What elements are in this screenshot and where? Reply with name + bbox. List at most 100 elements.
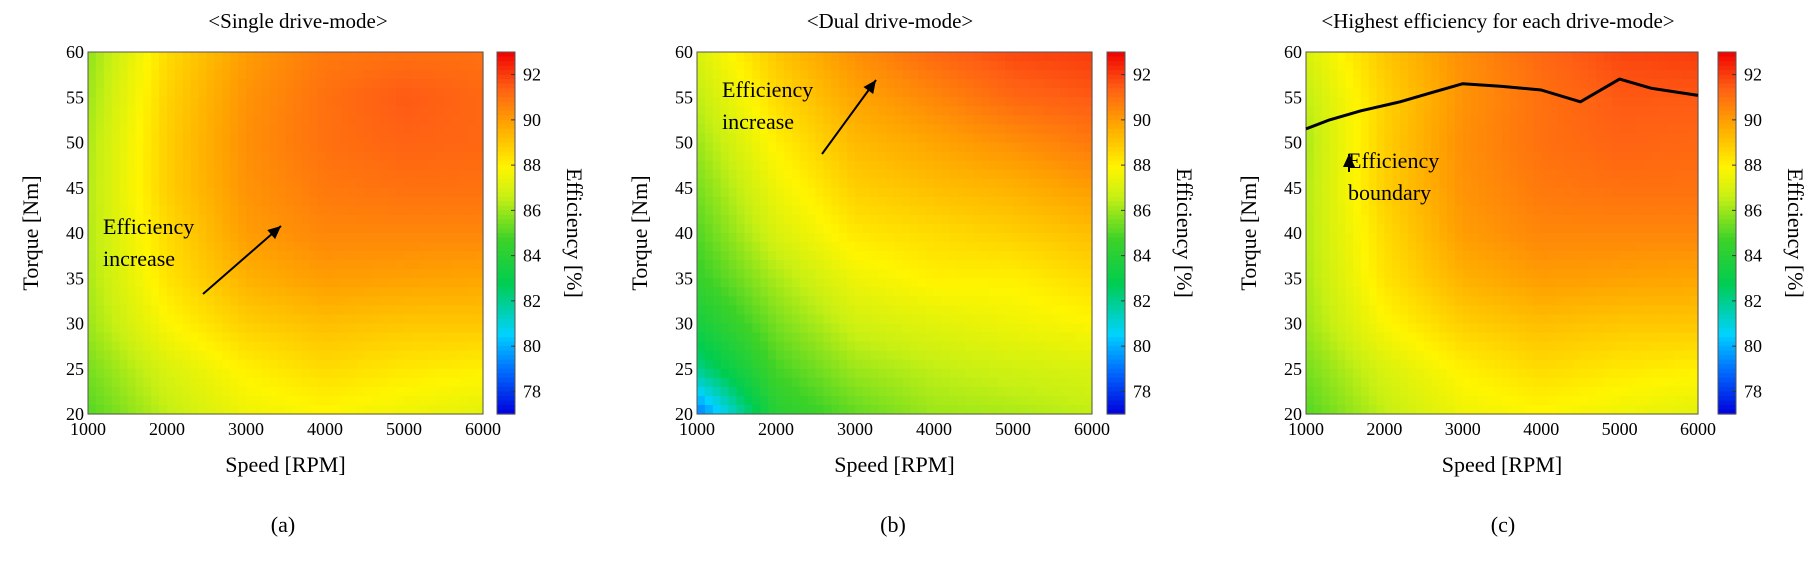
heatmap-cell: [871, 97, 880, 107]
heatmap-cell: [380, 351, 389, 361]
heatmap-cell: [96, 369, 105, 379]
heatmap-cell: [199, 333, 208, 343]
panel-caption: (a): [271, 512, 295, 537]
heatmap-cell: [981, 314, 990, 324]
heatmap-cell: [357, 70, 366, 80]
heatmap-cell: [341, 405, 350, 415]
heatmap-cell: [159, 278, 168, 288]
heatmap-cell: [96, 287, 105, 297]
colorbar-swatch: [497, 382, 515, 387]
heatmap-cell: [981, 206, 990, 216]
heatmap-cell: [887, 387, 896, 397]
heatmap-cell: [128, 305, 137, 315]
heatmap-cell: [737, 342, 746, 352]
heatmap-cell: [120, 79, 129, 89]
heatmap-cell: [444, 251, 453, 261]
heatmap-cell: [444, 342, 453, 352]
heatmap-cell: [997, 70, 1006, 80]
heatmap-cell: [1037, 378, 1046, 388]
heatmap-cell: [1620, 170, 1628, 180]
heatmap-cell: [222, 179, 231, 189]
heatmap-cell: [278, 106, 287, 116]
heatmap-cell: [183, 179, 192, 189]
heatmap-cell: [760, 61, 769, 71]
heatmap-cell: [847, 351, 856, 361]
heatmap-cell: [349, 133, 358, 143]
heatmap-cell: [365, 52, 374, 62]
heatmap-cell: [396, 269, 405, 279]
heatmap-cell: [128, 351, 137, 361]
heatmap-cell: [88, 287, 97, 297]
heatmap-cell: [309, 405, 318, 415]
heatmap-cell: [1549, 70, 1557, 80]
heatmap-cell: [167, 360, 176, 370]
heatmap-cell: [1659, 161, 1667, 171]
heatmap-cell: [800, 61, 809, 71]
heatmap-cell: [697, 296, 706, 306]
heatmap-cell: [278, 333, 287, 343]
heatmap-cell: [1667, 79, 1675, 89]
heatmap-cell: [1643, 152, 1651, 162]
heatmap-cell: [467, 152, 476, 162]
heatmap-cell: [800, 369, 809, 379]
heatmap-cell: [428, 333, 437, 343]
heatmap-cell: [934, 342, 943, 352]
heatmap-cell: [325, 360, 334, 370]
heatmap-cell: [831, 296, 840, 306]
heatmap-cell: [989, 314, 998, 324]
heatmap-cell: [713, 179, 722, 189]
heatmap-cell: [1667, 97, 1675, 107]
heatmap-cell: [104, 115, 113, 125]
heatmap-cell: [246, 333, 255, 343]
heatmap-cell: [966, 197, 975, 207]
heatmap-cell: [1353, 79, 1361, 89]
heatmap-cell: [372, 251, 381, 261]
heatmap-cell: [1076, 396, 1085, 406]
heatmap-cell: [428, 143, 437, 153]
heatmap-cell: [910, 405, 919, 415]
heatmap-cell: [420, 106, 429, 116]
heatmap-cell: [1076, 233, 1085, 243]
heatmap-cell: [325, 260, 334, 270]
heatmap-cell: [1021, 115, 1030, 125]
heatmap-cell: [135, 305, 144, 315]
heatmap-cell: [396, 324, 405, 334]
heatmap-cell: [839, 278, 848, 288]
heatmap-cell: [420, 215, 429, 225]
heatmap-cell: [1068, 342, 1077, 352]
heatmap-cell: [697, 224, 706, 234]
heatmap-cell: [135, 170, 144, 180]
heatmap-cell: [230, 369, 239, 379]
heatmap-cell: [254, 106, 263, 116]
heatmap-cell: [926, 342, 935, 352]
heatmap-cell: [286, 333, 295, 343]
heatmap-cell: [388, 251, 397, 261]
heatmap-cell: [1314, 133, 1322, 143]
heatmap-cell: [1471, 97, 1479, 107]
heatmap-cell: [839, 215, 848, 225]
heatmap-cell: [863, 143, 872, 153]
heatmap-cell: [1021, 251, 1030, 261]
heatmap-cell: [1486, 152, 1494, 162]
heatmap-cell: [744, 296, 753, 306]
heatmap-cell: [823, 224, 832, 234]
heatmap-cell: [1060, 124, 1069, 134]
heatmap-cell: [444, 206, 453, 216]
heatmap-cell: [317, 269, 326, 279]
heatmap-cell: [1455, 161, 1463, 171]
heatmap-cell: [902, 188, 911, 198]
heatmap-cell: [729, 224, 738, 234]
heatmap-cell: [372, 152, 381, 162]
heatmap-cell: [721, 351, 730, 361]
heatmap-cell: [1013, 324, 1022, 334]
heatmap-cell: [760, 152, 769, 162]
heatmap-cell: [1526, 161, 1534, 171]
heatmap-cell: [357, 61, 366, 71]
heatmap-cell: [380, 251, 389, 261]
heatmap-cell: [436, 215, 445, 225]
heatmap-cell: [1651, 161, 1659, 171]
heatmap-cell: [444, 314, 453, 324]
heatmap-cell: [301, 269, 310, 279]
heatmap-cell: [112, 61, 121, 71]
heatmap-cell: [1053, 143, 1062, 153]
